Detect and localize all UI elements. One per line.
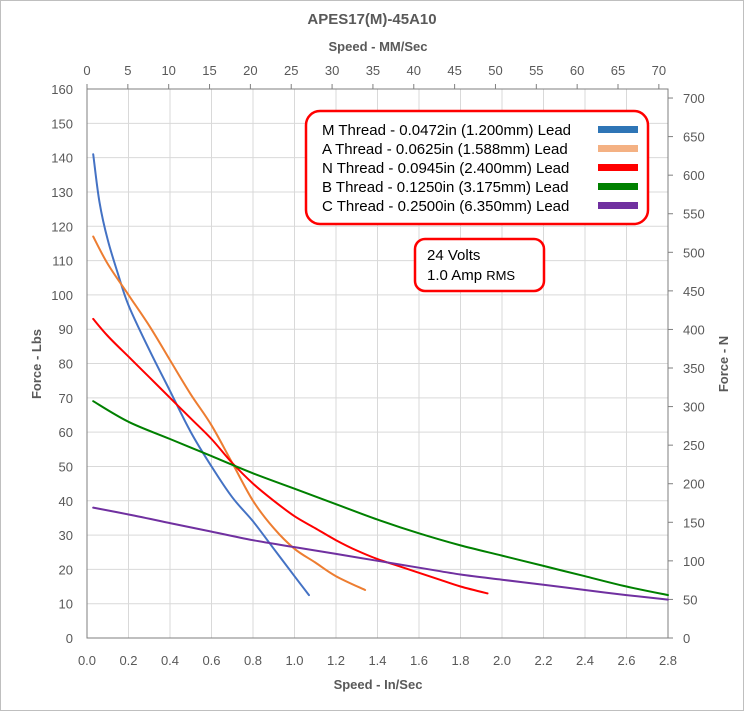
chart-title: APES17(M)-45A10 bbox=[307, 11, 436, 28]
y2-tick-label: 250 bbox=[683, 438, 705, 453]
y2-tick-label: 650 bbox=[683, 130, 705, 145]
series-m-thread-line bbox=[92, 153, 310, 597]
series-a-thread-line bbox=[92, 235, 367, 591]
annotation-current: 1.0 Amp RMS bbox=[427, 267, 515, 284]
series-n-thread-line bbox=[92, 317, 489, 595]
annotation-current-main: 1.0 Amp bbox=[427, 267, 486, 284]
y2-tick-label: 200 bbox=[683, 477, 705, 492]
y-tick-label: 10 bbox=[59, 597, 73, 612]
x2-tick-label: 10 bbox=[161, 63, 175, 78]
x-tick-label: 1.0 bbox=[285, 653, 303, 668]
x2-tick-label: 20 bbox=[243, 63, 257, 78]
x-tick-label: 0.0 bbox=[78, 653, 96, 668]
series-b-thread-line bbox=[92, 400, 669, 597]
y-tick-label: 120 bbox=[51, 219, 73, 234]
x-axis-title: Speed - In/Sec bbox=[334, 677, 423, 692]
legend: M Thread - 0.0472in (1.200mm) Lead A Thre… bbox=[304, 109, 650, 226]
x-tick-label: 2.0 bbox=[493, 653, 511, 668]
x-tick-label: 1.6 bbox=[410, 653, 428, 668]
legend-box bbox=[304, 109, 650, 226]
y2-tick-label: 50 bbox=[683, 592, 697, 607]
plot-area-border bbox=[86, 88, 669, 639]
y2-tick-label: 150 bbox=[683, 515, 705, 530]
legend-item-c-thread-swatch bbox=[598, 202, 638, 209]
x-tick-label: 1.2 bbox=[327, 653, 345, 668]
y-tick-label: 130 bbox=[51, 185, 73, 200]
y-tick-label: 90 bbox=[59, 322, 73, 337]
y-tick-label: 100 bbox=[51, 288, 73, 303]
x-tick-label: 0.4 bbox=[161, 653, 179, 668]
x-tick-label: 1.4 bbox=[368, 653, 386, 668]
legend-item-b-thread-swatch bbox=[598, 183, 638, 190]
x2-tick-label: 35 bbox=[366, 63, 380, 78]
y2-tick-label: 700 bbox=[683, 91, 705, 106]
data-series bbox=[92, 153, 669, 601]
x2-tick-label: 50 bbox=[488, 63, 502, 78]
y2-tick-label: 300 bbox=[683, 400, 705, 415]
legend-item-n-thread-label: N Thread - 0.0945in (2.400mm) Lead bbox=[322, 160, 569, 177]
y-tick-label: 20 bbox=[59, 562, 73, 577]
y-tick-label: 80 bbox=[59, 357, 73, 372]
x-tick-label: 2.6 bbox=[617, 653, 635, 668]
x2-tick-label: 0 bbox=[83, 63, 90, 78]
y-tick-label: 150 bbox=[51, 116, 73, 131]
legend-item-a-thread-swatch bbox=[598, 145, 638, 152]
legend-item-b-thread-label: B Thread - 0.1250in (3.175mm) Lead bbox=[322, 179, 569, 196]
y2-tick-label: 0 bbox=[683, 631, 690, 646]
x2-tick-label: 15 bbox=[202, 63, 216, 78]
y-tick-label: 140 bbox=[51, 151, 73, 166]
conditions-annotation: 24 Volts 1.0 Amp RMS bbox=[413, 237, 546, 293]
y2-tick-label: 350 bbox=[683, 361, 705, 376]
y-tick-label: 70 bbox=[59, 391, 73, 406]
x-tick-label: 0.8 bbox=[244, 653, 262, 668]
y2-tick-label: 100 bbox=[683, 554, 705, 569]
x2-tick-label: 30 bbox=[325, 63, 339, 78]
x-tick-label: 0.6 bbox=[202, 653, 220, 668]
x-tick-label: 2.8 bbox=[659, 653, 677, 668]
legend-item-n-thread-swatch bbox=[598, 164, 638, 171]
x-tick-label: 2.4 bbox=[576, 653, 594, 668]
legend-item-c-thread-label: C Thread - 0.2500in (6.350mm) Lead bbox=[322, 198, 569, 215]
legend-item-m-thread-swatch bbox=[598, 126, 638, 133]
x-tick-label: 1.8 bbox=[451, 653, 469, 668]
y2-axis-title: Force - N bbox=[716, 336, 731, 392]
tick-labels: 0.0 0.2 0.4 0.6 0.8 1.0 1.2 1.4 1.6 1.8 2.0 2.2 2.4 2… bbox=[51, 63, 704, 668]
y-tick-label: 110 bbox=[52, 254, 73, 269]
y-tick-label: 160 bbox=[51, 82, 73, 97]
x2-tick-label: 25 bbox=[284, 63, 298, 78]
y2-tick-label: 500 bbox=[683, 245, 705, 260]
y-tick-label: 50 bbox=[59, 459, 73, 474]
x2-tick-label: 45 bbox=[447, 63, 461, 78]
annotation-box bbox=[413, 237, 546, 293]
y2-tick-label: 400 bbox=[683, 322, 705, 337]
y2-tick-label: 450 bbox=[683, 284, 705, 299]
x2-tick-label: 5 bbox=[124, 63, 131, 78]
legend-item-a-thread-label: A Thread - 0.0625in (1.588mm) Lead bbox=[322, 141, 568, 158]
x2-tick-label: 55 bbox=[529, 63, 543, 78]
x2-tick-label: 60 bbox=[570, 63, 584, 78]
series-c-thread-line bbox=[92, 506, 669, 601]
x2-tick-label: 40 bbox=[407, 63, 421, 78]
y-tick-label: 30 bbox=[59, 528, 73, 543]
legend-item-m-thread-label: M Thread - 0.0472in (1.200mm) Lead bbox=[322, 122, 571, 139]
annotation-voltage: 24 Volts bbox=[427, 247, 480, 264]
y-tick-label: 0 bbox=[66, 631, 73, 646]
x2-axis-title: Speed - MM/Sec bbox=[329, 39, 428, 54]
y-axis-title: Force - Lbs bbox=[29, 329, 44, 399]
y2-tick-label: 600 bbox=[683, 168, 705, 183]
x2-tick-label: 65 bbox=[611, 63, 625, 78]
x-tick-label: 2.2 bbox=[534, 653, 552, 668]
x-tick-label: 0.2 bbox=[119, 653, 137, 668]
x2-tick-label: 70 bbox=[652, 63, 666, 78]
y2-tick-label: 550 bbox=[683, 207, 705, 222]
y-tick-label: 60 bbox=[59, 425, 73, 440]
y-tick-label: 40 bbox=[59, 494, 73, 509]
annotation-current-rms: RMS bbox=[486, 268, 515, 283]
